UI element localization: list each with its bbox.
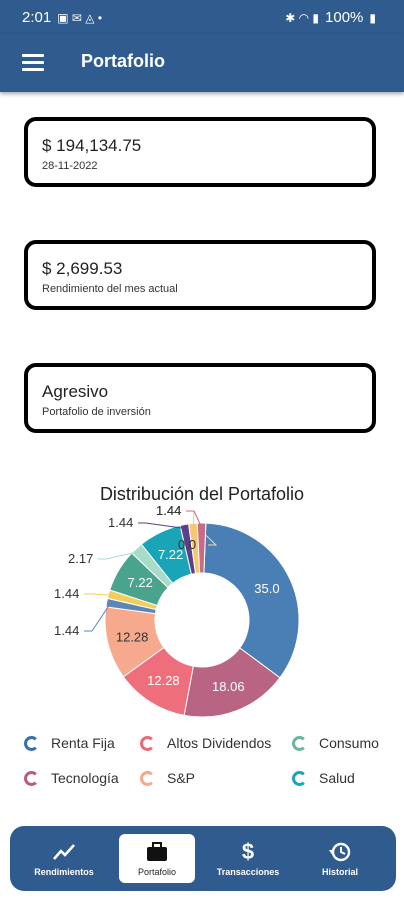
legend-item-sp[interactable]: S&P <box>140 770 195 786</box>
slice-value-label: 7.22 <box>128 575 153 590</box>
slice-value-label: 1.44 <box>54 623 79 638</box>
slice-leader-line <box>186 510 203 528</box>
legend-marker <box>292 735 307 751</box>
nav-historial[interactable]: Historial <box>302 834 378 883</box>
portfolio-type-card: Agresivo Portafolio de inversión <box>24 363 376 433</box>
slice-value-label: 35.0 <box>254 581 279 596</box>
slice-value-label: 12.28 <box>147 673 180 688</box>
slice-value-label: 12.28 <box>116 629 149 644</box>
legend-marker <box>292 770 307 786</box>
chart-title: Distribución del Portafolio <box>99 484 305 504</box>
battery-icon: ▮ <box>369 10 376 25</box>
slice-value-label: 7.22 <box>158 547 183 562</box>
battery-level: 100% <box>325 9 364 26</box>
slice-value-label: 18.06 <box>212 679 245 694</box>
legend-item-consumo[interactable]: Consumo <box>292 735 379 751</box>
nav-label: Portafolio <box>137 867 177 877</box>
nav-label: Historial <box>321 867 358 877</box>
bottom-navigation: Rendimientos Portafolio $ Transacciones … <box>10 826 396 891</box>
slice-value-label: 1.44 <box>54 586 79 601</box>
nav-label: Transacciones <box>216 867 280 877</box>
trend-chart-icon <box>52 840 76 864</box>
portfolio-type-value: Agresivo <box>42 382 109 401</box>
legend-label: Tecnología <box>51 770 119 786</box>
status-time: 2:01 <box>22 9 52 26</box>
app-bar: Portafolio <box>0 34 404 92</box>
slice-value-label: 1.44 <box>156 505 181 518</box>
legend-label: Consumo <box>319 735 379 751</box>
nav-transacciones[interactable]: $ Transacciones <box>210 834 286 883</box>
page-title: Portafolio <box>81 51 165 71</box>
slice-leader-line <box>84 593 113 596</box>
monthly-return-label: Rendimiento del mes actual <box>42 283 178 295</box>
balance-date: 28-11-2022 <box>42 160 98 172</box>
legend-label: Renta Fija <box>51 735 115 751</box>
slice-leader-line <box>84 603 111 632</box>
legend-label: S&P <box>167 770 196 786</box>
donut-chart: 35.0 18.06 12.28 12.28 1.44 1.44 7.22 2.17 7.22 1… <box>54 505 300 718</box>
legend-item-tecnologia[interactable]: Tecnología <box>24 770 119 786</box>
monthly-return-card: $ 2,699.53 Rendimiento del mes actual <box>24 240 376 310</box>
legend-item-altos-dividendos[interactable]: Altos Dividendos <box>140 735 271 751</box>
briefcase-icon <box>145 840 169 864</box>
legend-item-renta-fija[interactable]: Renta Fija <box>24 735 115 751</box>
slice-leader-line <box>98 550 140 560</box>
slice-leader-line <box>138 522 186 530</box>
balance-value: $ 194,134.75 <box>42 136 142 155</box>
status-bar: 2:01 ▣ ✉ ◬ • ✱ ◠ ▮ 100% ▮ <box>0 0 404 34</box>
donut-slice[interactable] <box>203 522 300 679</box>
legend-label: Salud <box>319 770 355 786</box>
legend-marker <box>140 770 155 786</box>
legend-marker <box>140 735 155 751</box>
dollar-icon: $ <box>241 839 255 864</box>
legend-label: Altos Dividendos <box>167 735 272 751</box>
legend-marker <box>24 735 39 751</box>
total-balance-card: $ 194,134.75 28-11-2022 <box>24 117 376 187</box>
legend-item-salud[interactable]: Salud <box>292 770 355 786</box>
slice-value-label: 1.44 <box>156 505 181 518</box>
signal-icons: ✱ ◠ ▮ <box>285 10 320 25</box>
nav-label: Rendimientos <box>34 867 94 877</box>
nav-portafolio[interactable]: Portafolio <box>119 834 195 883</box>
slice-value-label: 0.0 <box>178 537 196 552</box>
history-icon <box>328 840 352 864</box>
slice-value-label: 2.17 <box>68 551 93 566</box>
monthly-return-value: $ 2,699.53 <box>42 259 123 278</box>
legend-marker <box>24 770 39 786</box>
nav-rendimientos[interactable]: Rendimientos <box>22 834 106 883</box>
portfolio-type-label: Portafolio de inversión <box>42 406 151 418</box>
menu-icon[interactable] <box>22 54 44 72</box>
slice-value-label: 1.44 <box>108 515 133 530</box>
notification-icons: ▣ ✉ ◬ • <box>57 10 103 25</box>
